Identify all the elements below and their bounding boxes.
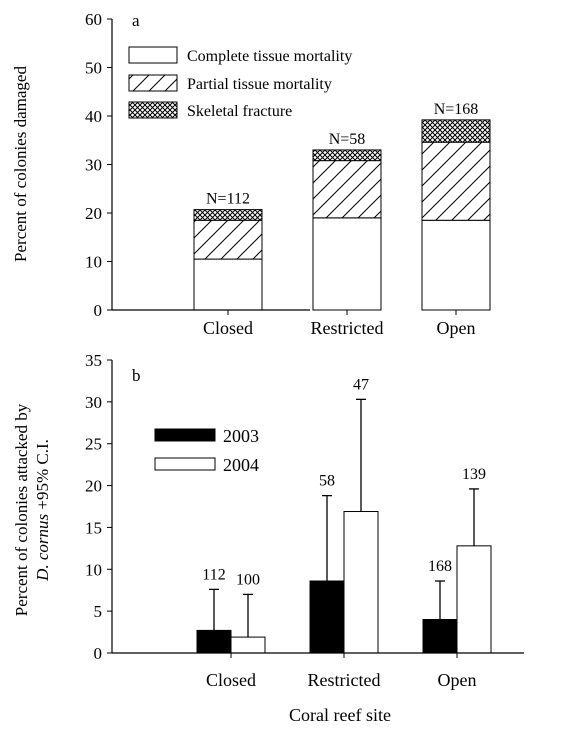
panel-b-n-label: 139 <box>462 466 486 483</box>
panel-b-ytick-label: 25 <box>85 435 102 454</box>
panel-a-xtick-label: Open <box>437 318 476 338</box>
panel-b-ylabel-line2: D. cornus +95% C.I. <box>33 439 52 582</box>
panel-a-bar-segment <box>421 119 491 143</box>
panel-b-xtick-label: Restricted <box>308 670 381 690</box>
panel-b-ytick-label: 5 <box>94 602 103 621</box>
panel-b-bars <box>196 398 492 654</box>
panel-b-bar <box>343 511 379 654</box>
panel-b-bar <box>309 580 345 654</box>
panel-b-bar <box>456 545 492 654</box>
panel-a-ytick-label: 10 <box>85 253 102 272</box>
panel-a-ytick-label: 30 <box>85 156 102 175</box>
panel-b-ticks: 0 5 10 15 20 25 30 35 Closed Restricted Open <box>85 351 477 690</box>
panel-a-legend-swatch <box>128 74 178 92</box>
panel-b-label: b <box>132 366 141 385</box>
panel-b-ylabel-line1: Percent of colonies attacked by <box>12 403 31 616</box>
panel-a-bar-segment <box>312 217 382 311</box>
panel-a-n-label: N=58 <box>329 131 366 148</box>
panel-b-ytick-label: 20 <box>85 477 102 496</box>
panel-b-n-label: 47 <box>353 376 369 393</box>
panel-b-bar <box>422 619 458 654</box>
panel-a-label: a <box>132 11 140 30</box>
panel-a-n-label: N=168 <box>434 101 479 118</box>
panel-a-bar-segment <box>193 209 263 221</box>
panel-b-n-label: 58 <box>319 473 335 490</box>
panel-a-annotations: N=112 N=58 N=168 <box>206 101 478 208</box>
panel-a: 0 10 20 30 40 50 60 Closed Restricted Open Comple… <box>11 10 491 338</box>
panel-b-bar <box>230 636 266 654</box>
panel-a-ytick-label: 50 <box>85 59 102 78</box>
panel-a-legend-label: Complete tissue mortality <box>187 48 352 65</box>
panel-b-n-label: 112 <box>202 566 225 583</box>
panel-b-ytick-label: 35 <box>85 351 102 370</box>
panel-a-legend-swatch <box>128 46 178 64</box>
panel-a-bar-segment <box>312 160 382 219</box>
panel-a-bar-segment <box>193 258 263 311</box>
panel-b-xlabel: Coral reef site <box>289 705 391 725</box>
panel-b-legend: 2003 2004 <box>154 426 259 475</box>
panel-b-legend-swatch <box>154 457 216 471</box>
panel-a-n-label: N=112 <box>206 191 250 208</box>
panel-b-n-label: 100 <box>236 571 260 588</box>
panel-b-axes <box>111 360 524 654</box>
panel-a-bar-segment <box>193 219 263 260</box>
panel-b-ytick-label: 30 <box>85 393 102 412</box>
panel-b-ylabel-species: D. cornus <box>33 513 52 581</box>
panel-a-bar-segment <box>312 149 382 162</box>
panel-a-bars <box>193 119 491 311</box>
panel-b-n-label: 168 <box>428 558 452 575</box>
panel-a-legend: Complete tissue mortality Partial tissue … <box>128 46 352 120</box>
panel-a-ytick-label: 0 <box>94 301 103 320</box>
panel-a-bar-segment <box>421 141 491 221</box>
panel-a-ytick-label: 20 <box>85 204 102 223</box>
panel-b-ytick-label: 15 <box>85 518 102 537</box>
panel-a-legend-swatch <box>128 101 178 119</box>
panel-b-bar <box>196 629 232 654</box>
panel-b-nlabels: 112 100 58 47 168 139 <box>202 376 486 588</box>
panel-a-xtick-label: Closed <box>203 318 253 338</box>
panel-a-ytick-label: 60 <box>85 10 102 29</box>
panel-b-ytick-label: 0 <box>94 644 103 663</box>
panel-a-ylabel: Percent of colonies damaged <box>11 66 30 262</box>
panel-a-bar-segment <box>421 219 491 311</box>
panel-b-ytick-label: 10 <box>85 560 102 579</box>
panel-a-xtick-label: Restricted <box>311 318 384 338</box>
panel-a-ytick-label: 40 <box>85 107 102 126</box>
panel-a-legend-label: Partial tissue mortality <box>187 76 332 93</box>
panel-b-legend-label: 2003 <box>223 426 259 446</box>
panel-a-legend-label: Skeletal fracture <box>187 103 292 120</box>
panel-b-legend-label: 2004 <box>223 455 259 475</box>
panel-b-xtick-label: Open <box>438 670 477 690</box>
panel-a-ticks: 0 10 20 30 40 50 60 Closed Restricted Open <box>85 10 476 338</box>
panel-b-ylabel-ci: +95% C.I. <box>33 439 52 514</box>
panel-b-legend-swatch <box>154 428 216 442</box>
panel-b-xtick-label: Closed <box>206 670 256 690</box>
